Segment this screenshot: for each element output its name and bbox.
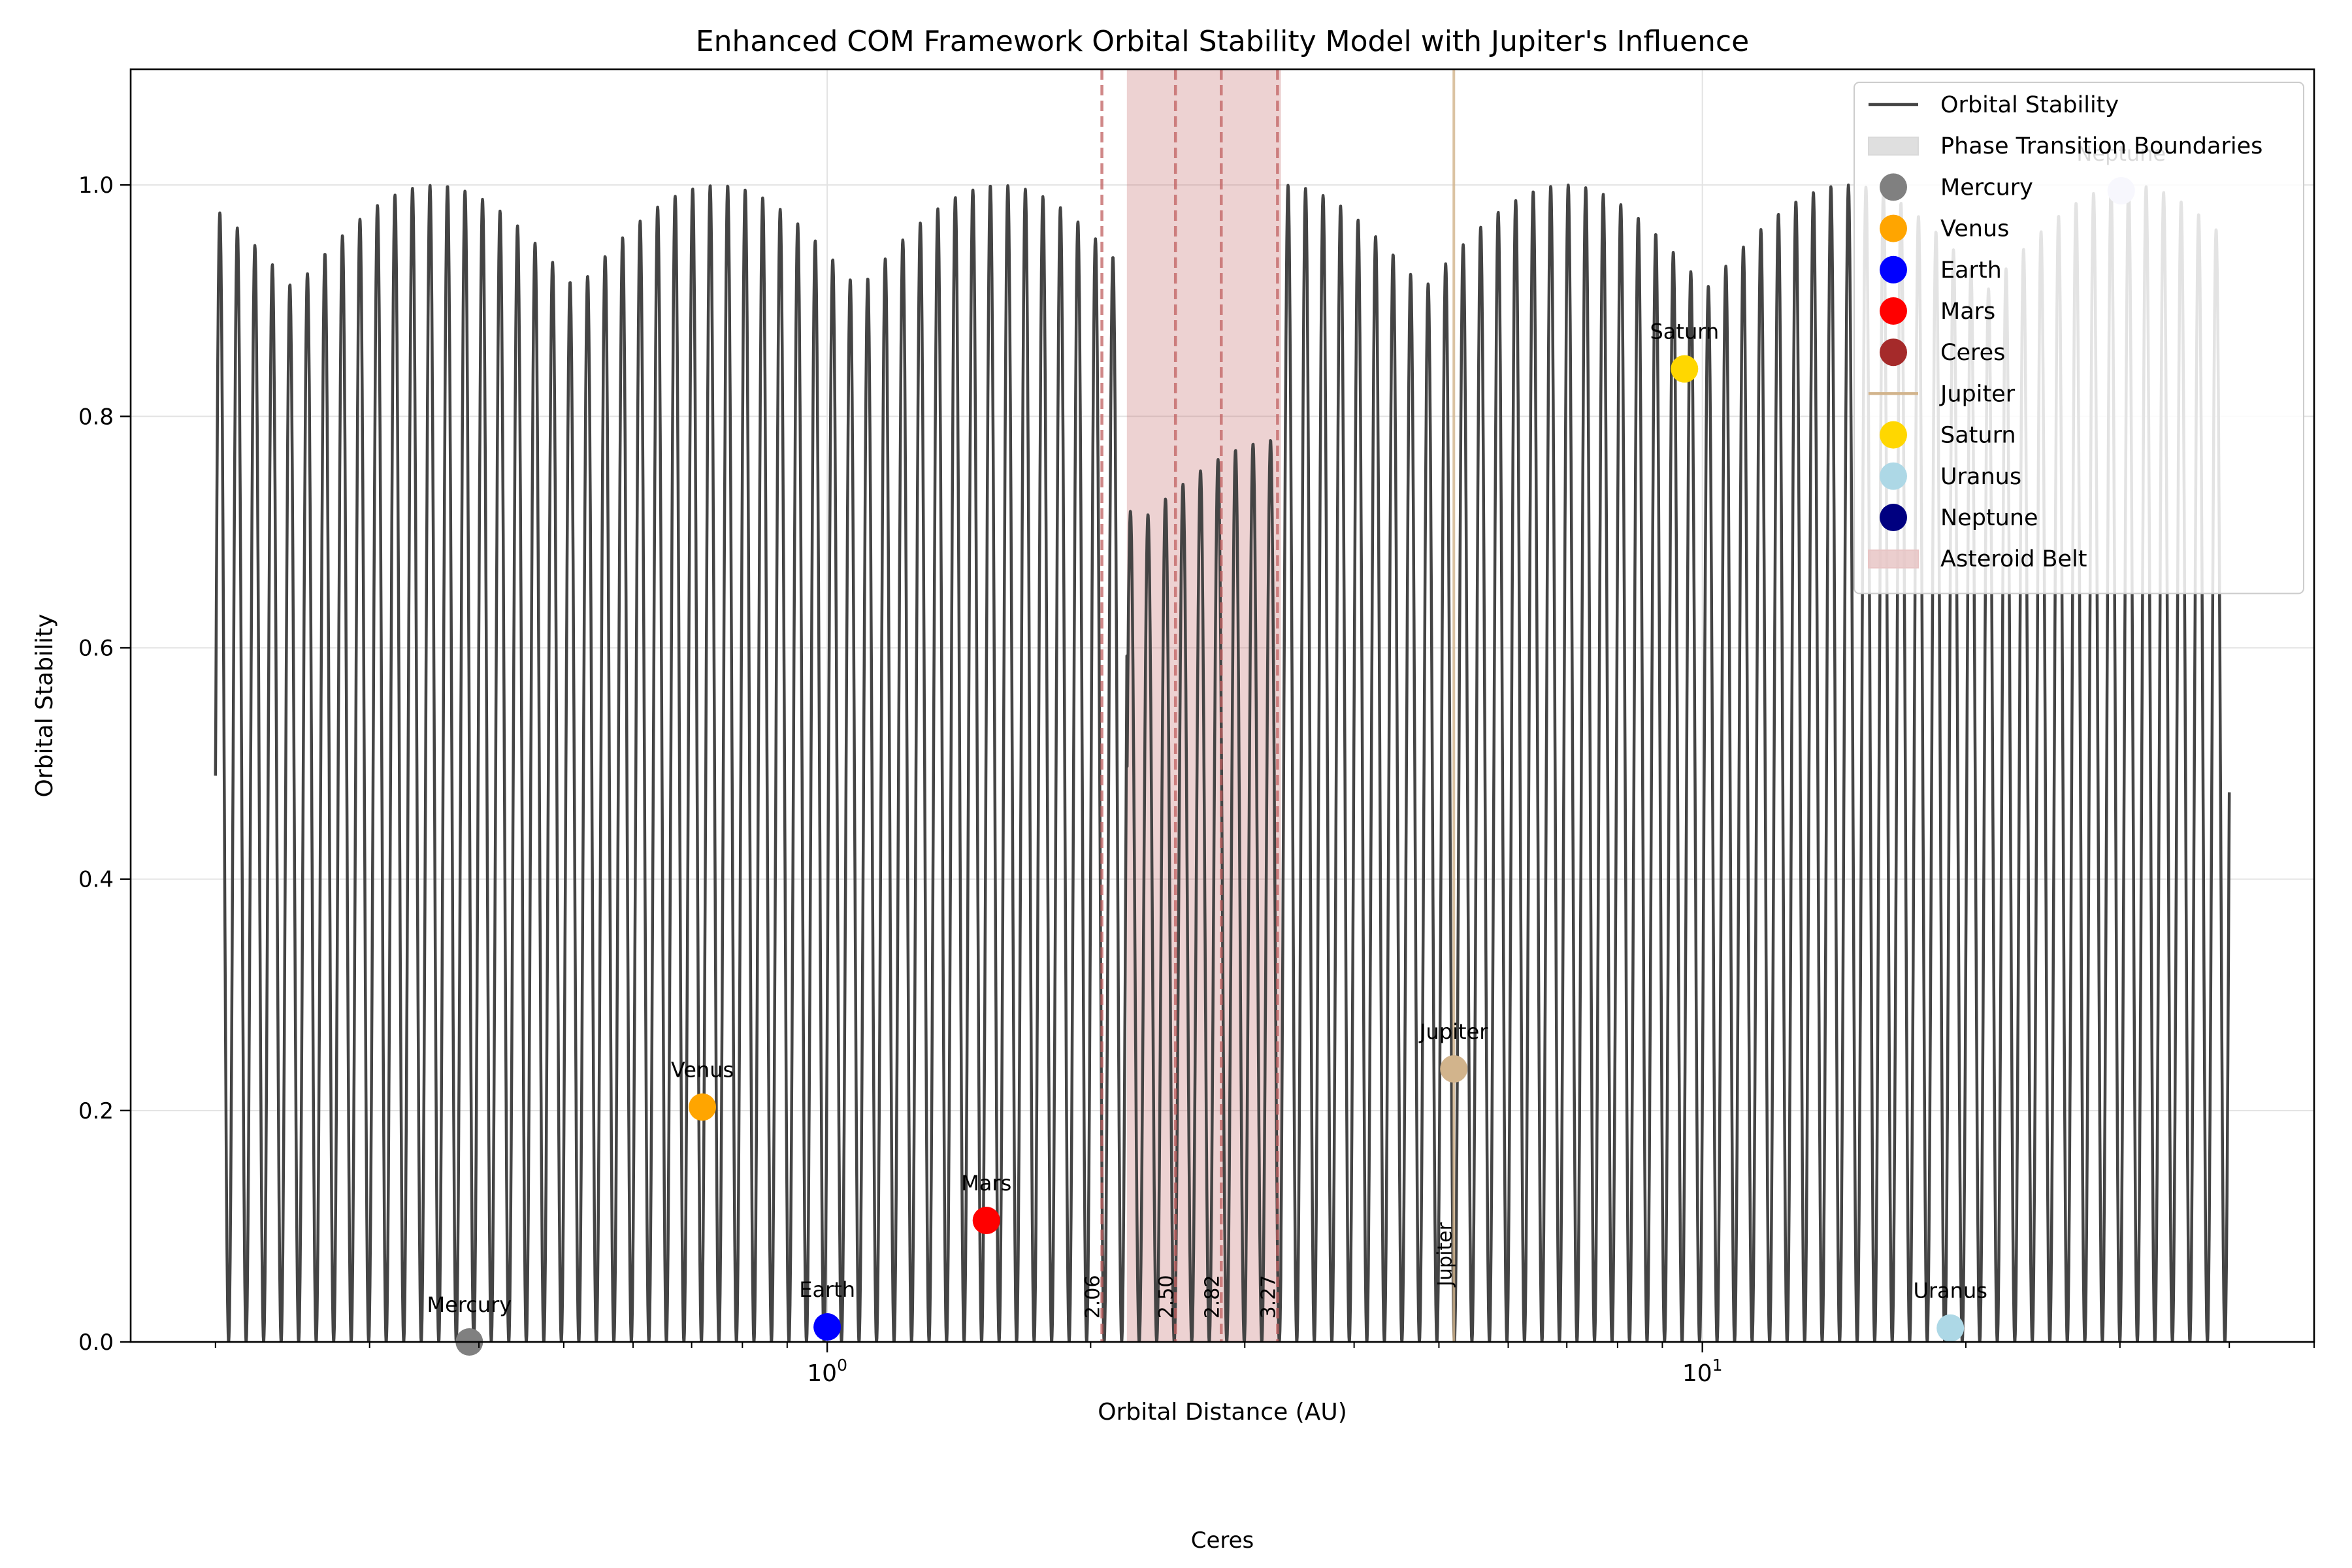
legend-swatch-venus bbox=[1880, 214, 1907, 242]
legend-label: Jupiter bbox=[1939, 381, 2016, 407]
planet-label-mars: Mars bbox=[961, 1171, 1011, 1196]
legend-label: Orbital Stability bbox=[1940, 92, 2119, 118]
y-axis-ticks: 0.0 0.2 0.4 0.6 0.8 1.0 bbox=[78, 172, 131, 1356]
y-tick-label: 0.0 bbox=[78, 1330, 114, 1356]
y-tick-label: 0.4 bbox=[78, 867, 114, 893]
legend-swatch-asteroid-belt bbox=[1868, 549, 1919, 569]
legend-label: Uranus bbox=[1940, 464, 2021, 490]
planet-label-jupiter: Jupiter bbox=[1418, 1019, 1488, 1044]
legend-label: Mars bbox=[1940, 299, 1995, 325]
planet-marker-mars bbox=[972, 1207, 1000, 1235]
x-tick-label: 101 bbox=[1682, 1356, 1723, 1387]
y-tick-label: 1.0 bbox=[78, 172, 114, 199]
legend-swatch-saturn bbox=[1880, 421, 1907, 449]
planet-marker-uranus bbox=[1936, 1314, 1965, 1342]
phase-boundary-label: 3.27 bbox=[1257, 1275, 1280, 1319]
phase-boundaries: 2.06 2.50 2.82 3.27 bbox=[1082, 69, 1280, 1342]
stability-curve bbox=[214, 183, 2231, 1342]
planet-label-mercury: Mercury bbox=[427, 1292, 512, 1317]
legend-box bbox=[1854, 82, 2304, 595]
legend-label: Asteroid Belt bbox=[1940, 546, 2087, 572]
x-axis-ticks: 100 101 bbox=[214, 1342, 2315, 1387]
y-axis-label: Orbital Stability bbox=[31, 614, 58, 798]
legend-label: Neptune bbox=[1940, 505, 2038, 531]
legend: Orbital Stability Phase Transition Bounda… bbox=[1854, 82, 2304, 595]
legend-label: Venus bbox=[1940, 216, 2009, 242]
y-tick-label: 0.6 bbox=[78, 635, 114, 661]
legend-swatch-earth bbox=[1880, 255, 1907, 284]
legend-label: Mercury bbox=[1940, 174, 2033, 201]
planet-marker-earth bbox=[813, 1313, 841, 1341]
stability-curve-group bbox=[214, 183, 2231, 1342]
y-tick-label: 0.2 bbox=[78, 1098, 114, 1124]
jupiter-line-group: Jupiter bbox=[1433, 69, 1456, 1342]
y-tick-label: 0.8 bbox=[78, 404, 114, 430]
legend-swatch-uranus bbox=[1880, 462, 1907, 490]
planet-marker-saturn bbox=[1671, 355, 1699, 383]
phase-boundary-label: 2.06 bbox=[1082, 1275, 1105, 1319]
planet-marker-jupiter bbox=[1440, 1055, 1468, 1083]
legend-swatch-mars bbox=[1880, 297, 1907, 325]
phase-boundary-label: 2.82 bbox=[1201, 1275, 1224, 1319]
legend-swatch-mercury bbox=[1880, 173, 1907, 201]
planet-marker-venus bbox=[689, 1093, 717, 1121]
legend-label: Saturn bbox=[1940, 423, 2016, 449]
legend-label: Ceres bbox=[1940, 340, 2005, 366]
legend-label: Phase Transition Boundaries bbox=[1940, 133, 2262, 159]
bottom-ceres-label: Ceres bbox=[1191, 1527, 1254, 1554]
x-axis-label: Orbital Distance (AU) bbox=[1098, 1399, 1347, 1426]
planet-label-earth: Earth bbox=[799, 1277, 855, 1302]
legend-swatch-ceres bbox=[1880, 338, 1907, 367]
plot-frame bbox=[129, 68, 2315, 1343]
legend-label: Earth bbox=[1940, 257, 2002, 284]
jupiter-line-label: Jupiter bbox=[1433, 1222, 1456, 1287]
legend-swatch-neptune bbox=[1880, 504, 1907, 531]
planet-label-venus: Venus bbox=[671, 1058, 734, 1083]
legend-swatch-phase-transition-boundaries bbox=[1868, 137, 1919, 156]
planet-label-uranus: Uranus bbox=[1913, 1279, 1987, 1303]
planet-label-saturn: Saturn bbox=[1650, 319, 1719, 344]
phase-boundary-label: 2.50 bbox=[1155, 1275, 1178, 1319]
x-tick-label: 100 bbox=[807, 1356, 847, 1387]
chart-title: Enhanced COM Framework Orbital Stability… bbox=[696, 25, 1749, 58]
